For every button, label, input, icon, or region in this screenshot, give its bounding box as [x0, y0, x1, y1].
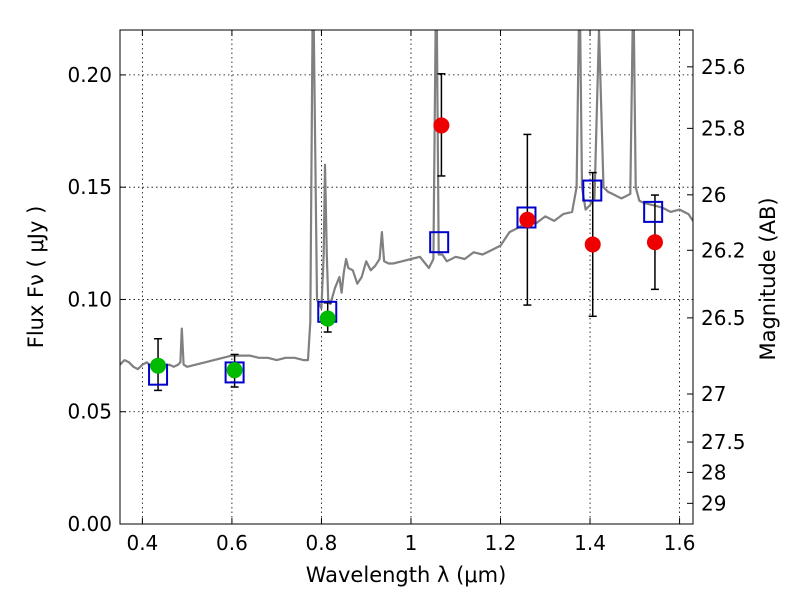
model-square-marker — [429, 231, 450, 254]
x-axis-ticks: 0.4 0.6 0.8 1 1.2 1.4 1.6 — [126, 30, 695, 555]
x-tick-label: 1.2 — [485, 531, 517, 555]
observed-point-marker — [646, 234, 663, 251]
observed-point-marker — [319, 310, 336, 327]
errorbar-layer — [154, 73, 659, 392]
y-tick-label: 0.10 — [67, 287, 112, 311]
right-tick-label: 26 — [701, 183, 726, 207]
right-tick-label: 25.6 — [701, 55, 746, 79]
x-tick-label: 1.6 — [664, 531, 696, 555]
plot-content — [120, 30, 693, 392]
x-tick-label: 1.4 — [574, 531, 606, 555]
right-tick-label: 27.5 — [701, 430, 746, 454]
right-tick-label: 27 — [701, 382, 726, 406]
marker-layer — [148, 117, 664, 386]
right-tick-label: 25.8 — [701, 116, 746, 140]
y-axis-title: Flux Fν ( μJy ) — [24, 206, 48, 349]
x-axis-title: Wavelength λ (μm) — [306, 563, 507, 587]
model-square-marker — [582, 179, 603, 202]
observed-point-marker — [519, 211, 536, 228]
observed-point-marker — [226, 362, 243, 379]
right-axis-title: Magnitude (AB) — [756, 197, 780, 360]
x-tick-label: 0.4 — [126, 531, 158, 555]
model-square-marker — [643, 200, 664, 223]
observed-point-marker — [433, 117, 450, 134]
x-tick-label: 0.8 — [306, 531, 338, 555]
right-tick-label: 28 — [701, 460, 726, 484]
x-tick-label: 0.6 — [216, 531, 248, 555]
right-tick-label: 26.5 — [701, 306, 746, 330]
observed-point-marker — [150, 357, 167, 374]
y-tick-label: 0.05 — [67, 400, 112, 424]
y-tick-label: 0.20 — [67, 63, 112, 87]
spectrum-line — [120, 30, 693, 371]
right-tick-label: 29 — [701, 491, 726, 515]
right-tick-label: 26.2 — [701, 238, 746, 262]
y-tick-label: 0.00 — [67, 512, 112, 536]
grid-lines — [120, 30, 693, 525]
observed-point-marker — [584, 236, 601, 253]
y-axis-ticks: 0.00 0.05 0.10 0.15 0.20 — [67, 63, 126, 536]
plot-frame — [119, 29, 694, 525]
y-tick-label: 0.15 — [67, 175, 112, 199]
spectrum-layer — [120, 30, 693, 371]
right-axis-ticks: 25.6 25.8 26 26.2 26.5 27 27.5 28 29 — [687, 55, 746, 515]
x-tick-label: 1 — [405, 531, 418, 555]
